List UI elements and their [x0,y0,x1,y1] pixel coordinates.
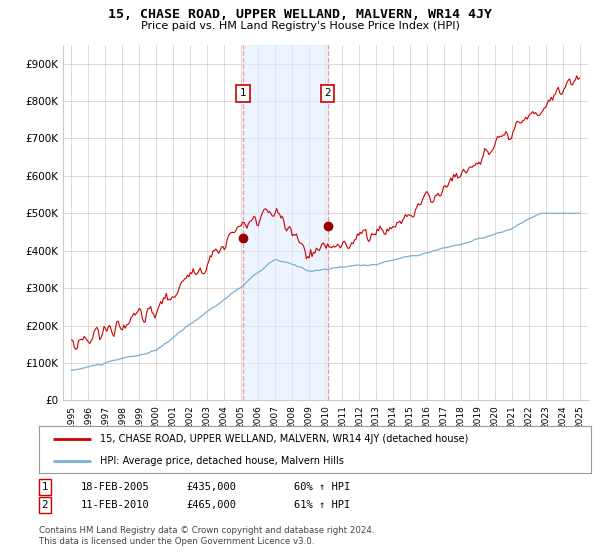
Text: 2: 2 [324,88,331,99]
Text: Price paid vs. HM Land Registry's House Price Index (HPI): Price paid vs. HM Land Registry's House … [140,21,460,31]
Text: 2: 2 [41,500,49,510]
Text: 1: 1 [41,482,49,492]
Text: 11-FEB-2010: 11-FEB-2010 [81,500,150,510]
Text: Contains HM Land Registry data © Crown copyright and database right 2024.
This d: Contains HM Land Registry data © Crown c… [39,526,374,546]
Text: 61% ↑ HPI: 61% ↑ HPI [294,500,350,510]
Text: HPI: Average price, detached house, Malvern Hills: HPI: Average price, detached house, Malv… [100,456,344,466]
Text: 18-FEB-2005: 18-FEB-2005 [81,482,150,492]
Text: 15, CHASE ROAD, UPPER WELLAND, MALVERN, WR14 4JY: 15, CHASE ROAD, UPPER WELLAND, MALVERN, … [108,8,492,21]
Bar [243,45,328,400]
Text: 15, CHASE ROAD, UPPER WELLAND, MALVERN, WR14 4JY (detached house): 15, CHASE ROAD, UPPER WELLAND, MALVERN, … [100,434,468,444]
Text: £435,000: £435,000 [186,482,236,492]
Text: 1: 1 [239,88,246,99]
Text: 60% ↑ HPI: 60% ↑ HPI [294,482,350,492]
Text: £465,000: £465,000 [186,500,236,510]
